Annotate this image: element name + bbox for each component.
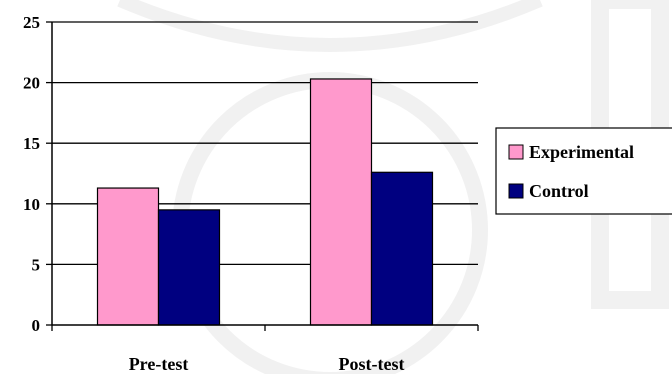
legend-swatch bbox=[508, 144, 524, 160]
tick-labels: 0 5 10 15 20 25 Pre-test Post-test bbox=[23, 13, 404, 374]
bars bbox=[96, 78, 434, 326]
y-tick-label: 25 bbox=[23, 13, 40, 32]
bar-experimental-post-test bbox=[309, 78, 373, 326]
legend: Experimental Control bbox=[495, 127, 672, 215]
axes bbox=[46, 21, 479, 331]
bar-control-post-test bbox=[370, 171, 434, 326]
legend-box bbox=[495, 127, 672, 215]
y-tick-label: 15 bbox=[23, 134, 40, 153]
y-tick-label: 20 bbox=[23, 74, 40, 93]
legend-label: Control bbox=[529, 181, 589, 201]
y-tick-label: 0 bbox=[32, 316, 41, 335]
legend-swatch bbox=[508, 183, 524, 199]
x-category-label: Pre-test bbox=[129, 354, 189, 374]
bar-control-pre-test bbox=[157, 209, 221, 326]
x-category-label: Post-test bbox=[339, 354, 405, 374]
legend-label: Experimental bbox=[529, 142, 634, 162]
bar-experimental-pre-test bbox=[96, 187, 160, 326]
y-tick-label: 5 bbox=[32, 255, 41, 274]
y-tick-label: 10 bbox=[23, 195, 40, 214]
